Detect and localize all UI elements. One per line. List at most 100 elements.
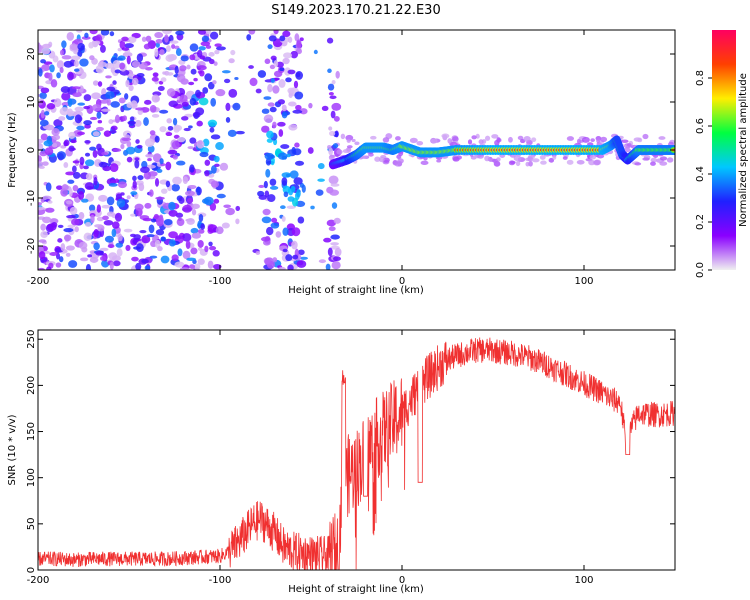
- speckle-point: [315, 189, 324, 196]
- speckle-point: [130, 213, 136, 217]
- speckle-point: [87, 254, 93, 258]
- speckle-point: [223, 204, 231, 208]
- speckle-point: [135, 262, 142, 270]
- speckle-point: [441, 133, 450, 139]
- speckle-point: [167, 149, 178, 155]
- speckle-point: [258, 194, 268, 200]
- speckle-point: [295, 104, 302, 111]
- speckle-point: [193, 77, 198, 82]
- speckle-point: [169, 239, 176, 247]
- speckle-point: [188, 81, 195, 86]
- speckle-point: [124, 43, 134, 49]
- speckle-point: [164, 34, 169, 43]
- speckle-point: [261, 125, 270, 133]
- speckle-point: [190, 68, 197, 75]
- speckle-point: [56, 60, 64, 69]
- speckle-point: [255, 88, 262, 94]
- speckle-point: [289, 170, 299, 179]
- speckle-point: [336, 149, 343, 155]
- speckle-point: [294, 160, 305, 166]
- speckle-point: [41, 47, 51, 55]
- speckle-point: [183, 127, 191, 132]
- speckle-point: [204, 159, 211, 166]
- speckle-point: [328, 154, 335, 161]
- speckle-point: [84, 124, 91, 129]
- speckle-point: [91, 92, 101, 100]
- speckle-point: [279, 35, 286, 42]
- y-tick-label: 50: [26, 517, 37, 530]
- speckle-point: [330, 242, 339, 246]
- speckle-point: [65, 171, 75, 176]
- speckle-point: [61, 40, 67, 49]
- y-tick-label: -20: [26, 238, 37, 254]
- speckle-point: [209, 246, 217, 251]
- speckle-point: [271, 217, 278, 223]
- speckle-point: [264, 58, 271, 65]
- speckle-point: [114, 114, 120, 124]
- speckle-point: [235, 218, 240, 225]
- speckle-point: [126, 140, 132, 148]
- speckle-point: [326, 37, 334, 44]
- speckle-point: [227, 129, 237, 137]
- speckle-point: [283, 52, 293, 59]
- speckle-point: [79, 58, 89, 67]
- speckle-point: [145, 35, 152, 42]
- speckle-point: [317, 178, 325, 182]
- speckle-point: [420, 160, 429, 165]
- speckle-point: [71, 86, 81, 90]
- speckle-point: [634, 162, 642, 166]
- speckle-point: [174, 65, 179, 75]
- speckle-point: [100, 44, 106, 53]
- speckle-point: [213, 198, 220, 204]
- speckle-point: [430, 138, 438, 144]
- speckle-point: [214, 163, 220, 167]
- speckle-point: [201, 35, 210, 42]
- speckle-point: [292, 109, 303, 114]
- speckle-point: [328, 126, 333, 131]
- speckle-point: [149, 255, 158, 259]
- speckle-point: [72, 92, 82, 98]
- speckle-point: [354, 141, 360, 146]
- speckle-point: [122, 51, 133, 58]
- speckle-point: [452, 156, 460, 162]
- speckle-point: [263, 114, 274, 123]
- speckle-point: [642, 133, 649, 140]
- speckle-point: [80, 257, 89, 262]
- speckle-point: [297, 216, 305, 224]
- y-tick-label: 100: [26, 468, 37, 487]
- speckle-point: [199, 70, 205, 77]
- speckle-point: [113, 148, 122, 152]
- speckle-point: [59, 67, 64, 74]
- speckle-point: [120, 143, 125, 150]
- speckle-point: [262, 208, 271, 216]
- speckle-point: [189, 264, 196, 269]
- speckle-point: [69, 43, 79, 51]
- speckle-point: [175, 212, 184, 218]
- speckle-point: [187, 198, 194, 204]
- speckle-point: [46, 266, 52, 270]
- speckle-point: [228, 88, 238, 98]
- speckle-point: [278, 129, 284, 137]
- speckle-point: [351, 138, 356, 143]
- speckle-point: [286, 205, 296, 209]
- speckle-point: [659, 156, 668, 161]
- speckle-point: [108, 183, 118, 187]
- speckle-point: [56, 72, 61, 79]
- speckle-point: [182, 204, 193, 213]
- speckle-point: [269, 106, 277, 113]
- speckle-point: [189, 137, 197, 144]
- speckle-point: [278, 79, 286, 88]
- speckle-point: [48, 72, 53, 81]
- speckle-point: [155, 42, 160, 48]
- speckle-point: [267, 194, 276, 203]
- snr-y-label: SNR (10 * v/v): [7, 414, 18, 485]
- speckle-point: [38, 102, 43, 106]
- speckle-point: [148, 224, 155, 234]
- speckle-point: [58, 256, 64, 263]
- x-tick-label: -200: [27, 276, 50, 287]
- speckle-point: [84, 32, 89, 39]
- speckle-point: [126, 195, 131, 200]
- snr-x-ticks: -200 -100 0 100: [27, 330, 594, 586]
- speckle-point: [63, 139, 70, 147]
- speckle-point: [101, 151, 109, 156]
